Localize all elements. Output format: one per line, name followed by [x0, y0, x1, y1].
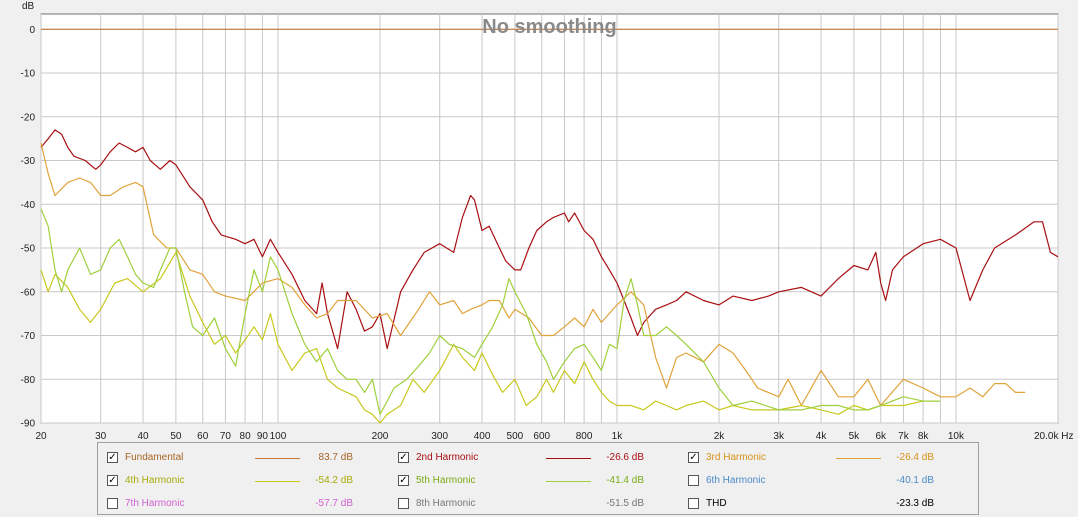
- legend-checkbox-2nd-harmonic[interactable]: ✓: [398, 452, 409, 463]
- legend-label: Fundamental: [125, 452, 184, 463]
- legend-line-swatch: [546, 481, 591, 482]
- series-line-4th-harmonic: [40, 251, 924, 424]
- series-line-5th-harmonic: [40, 208, 941, 415]
- legend-value: -26.4 dB: [896, 452, 934, 463]
- legend-value: -23.3 dB: [896, 498, 934, 509]
- legend-line-swatch: [546, 504, 591, 505]
- legend-checkbox-6th-harmonic[interactable]: [688, 475, 699, 486]
- legend-item-4th-harmonic: ✓ 4th Harmonic -54.2 dB: [107, 473, 367, 489]
- series-line-2nd-harmonic: [40, 129, 1059, 350]
- x-tick-label: 1k: [612, 431, 624, 440]
- legend-label: THD: [706, 498, 727, 509]
- legend-label: 7th Harmonic: [125, 498, 185, 509]
- legend-checkbox-thd[interactable]: [688, 498, 699, 509]
- x-tick-label: 2k: [714, 431, 726, 440]
- x-tick-label: 50: [170, 431, 182, 440]
- legend: ✓ Fundamental 83.7 dB ✓ 2nd Harmonic -26.6 dB…: [97, 442, 979, 515]
- x-tick-label: 20.0k Hz: [1034, 431, 1073, 440]
- x-tick-label: 70: [220, 431, 232, 440]
- legend-line-swatch: [836, 504, 881, 505]
- legend-item-6th-harmonic: 6th Harmonic -40.1 dB: [688, 473, 948, 489]
- series-lines: [40, 28, 1059, 424]
- x-tick-label: 600: [533, 431, 550, 440]
- legend-line-swatch: [255, 458, 300, 459]
- x-tick-label: 300: [431, 431, 448, 440]
- x-tick-label: 4k: [816, 431, 828, 440]
- legend-checkbox-7th-harmonic[interactable]: [107, 498, 118, 509]
- x-tick-labels: 20 30 40 50 60 70 80 90 100 200 300 400 500 600 800 1k 2…: [35, 431, 1073, 440]
- legend-value: -54.2 dB: [315, 475, 353, 486]
- legend-label: 4th Harmonic: [125, 475, 185, 486]
- legend-item-5th-harmonic: ✓ 5th Harmonic -41.4 dB: [398, 473, 658, 489]
- legend-item-2nd-harmonic: ✓ 2nd Harmonic -26.6 dB: [398, 450, 658, 466]
- legend-item-fundamental: ✓ Fundamental 83.7 dB: [107, 450, 367, 466]
- legend-checkbox-3rd-harmonic[interactable]: ✓: [688, 452, 699, 463]
- y-tick-label: -50: [21, 244, 36, 255]
- y-tick-labels: 0 -10 -20 -30 -40 -50 -60 -70 -80 -90: [21, 25, 36, 430]
- legend-label: 3rd Harmonic: [706, 452, 767, 463]
- legend-value: -57.7 dB: [315, 498, 353, 509]
- legend-item-thd: THD -23.3 dB: [688, 496, 948, 512]
- x-tick-label: 100: [270, 431, 287, 440]
- y-tick-label: -90: [21, 419, 36, 430]
- legend-value: -51.5 dB: [606, 498, 644, 509]
- legend-line-swatch: [836, 481, 881, 482]
- legend-item-3rd-harmonic: ✓ 3rd Harmonic -26.4 dB: [688, 450, 948, 466]
- x-tick-label: 30: [95, 431, 107, 440]
- x-tick-label: 7k: [898, 431, 910, 440]
- y-tick-label: -40: [21, 200, 36, 211]
- legend-item-7th-harmonic: 7th Harmonic -57.7 dB: [107, 496, 367, 512]
- x-tick-label: 80: [240, 431, 252, 440]
- legend-line-swatch: [546, 458, 591, 459]
- x-tick-label: 5k: [849, 431, 861, 440]
- legend-label: 5th Harmonic: [416, 475, 476, 486]
- legend-label: 6th Harmonic: [706, 475, 766, 486]
- y-tick-label: -60: [21, 287, 36, 298]
- x-tick-label: 10k: [948, 431, 965, 440]
- legend-value: -40.1 dB: [896, 475, 934, 486]
- legend-label: 2nd Harmonic: [416, 452, 479, 463]
- chart-title: No smoothing: [482, 16, 616, 38]
- x-tick-label: 40: [137, 431, 149, 440]
- y-axis-label: dB: [22, 1, 35, 12]
- legend-checkbox-5th-harmonic[interactable]: ✓: [398, 475, 409, 486]
- x-tick-label: 8k: [918, 431, 930, 440]
- plot-background: [40, 13, 1059, 424]
- x-tick-label: 20: [35, 431, 47, 440]
- y-tick-label: -70: [21, 331, 36, 342]
- x-tick-label: 800: [576, 431, 593, 440]
- y-tick-label: -80: [21, 375, 36, 386]
- y-tick-label: -10: [21, 69, 36, 80]
- legend-line-swatch: [255, 481, 300, 482]
- y-tick-label: -30: [21, 156, 36, 167]
- legend-checkbox-8th-harmonic[interactable]: [398, 498, 409, 509]
- legend-line-swatch: [255, 504, 300, 505]
- x-tick-label: 3k: [773, 431, 785, 440]
- y-tick-label: -20: [21, 112, 36, 123]
- legend-value: 83.7 dB: [318, 452, 353, 463]
- legend-value: -26.6 dB: [606, 452, 644, 463]
- x-tick-label: 6k: [875, 431, 887, 440]
- y-tick-label: 0: [29, 25, 35, 36]
- legend-checkbox-fundamental[interactable]: ✓: [107, 452, 118, 463]
- grid: [40, 14, 1059, 424]
- x-tick-label: 400: [474, 431, 491, 440]
- chart-area: 0 -10 -20 -30 -40 -50 -60 -70 -80 -90 20 30 40 50 60 7…: [21, 1, 1074, 440]
- x-tick-label: 500: [507, 431, 524, 440]
- x-tick-label: 60: [197, 431, 209, 440]
- legend-checkbox-4th-harmonic[interactable]: ✓: [107, 475, 118, 486]
- legend-value: -41.4 dB: [606, 475, 644, 486]
- legend-line-swatch: [836, 458, 881, 459]
- legend-label: 8th Harmonic: [416, 498, 476, 509]
- legend-item-8th-harmonic: 8th Harmonic -51.5 dB: [398, 496, 658, 512]
- x-tick-label: 200: [372, 431, 389, 440]
- x-tick-label: 90: [257, 431, 269, 440]
